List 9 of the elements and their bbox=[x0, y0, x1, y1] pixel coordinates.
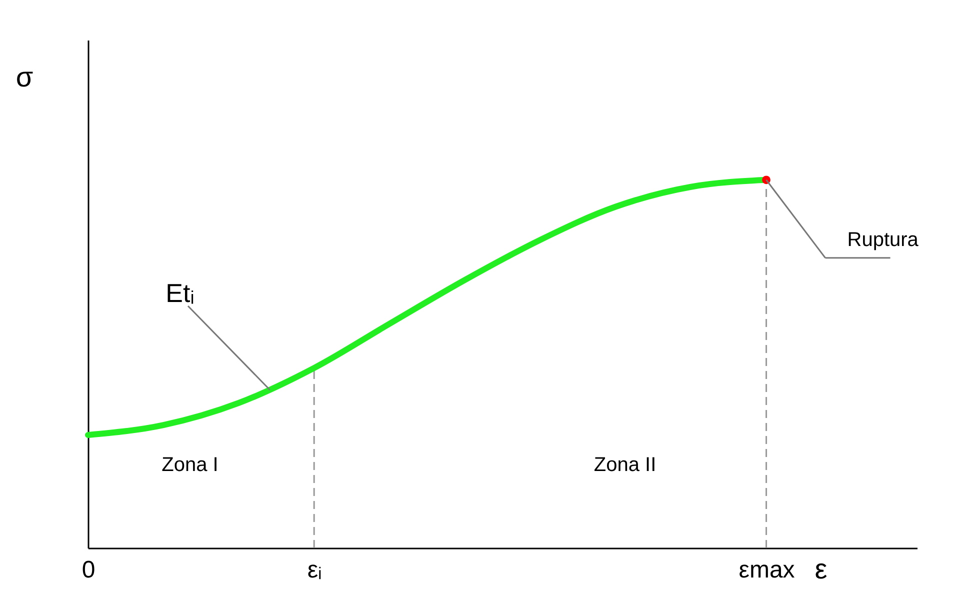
annotation: Ruptura bbox=[847, 228, 920, 251]
x-tick-label: εᵢ bbox=[307, 556, 322, 584]
annotation: Zona I bbox=[162, 454, 218, 476]
y-axis-title: σ bbox=[16, 62, 34, 92]
annotation: Zona II bbox=[594, 454, 656, 476]
x-tick-label: εmax bbox=[738, 556, 795, 584]
annotation: Etᵢ bbox=[166, 278, 194, 308]
x-axis-title: ε bbox=[814, 554, 828, 584]
x-tick-label: 0 bbox=[82, 556, 96, 584]
